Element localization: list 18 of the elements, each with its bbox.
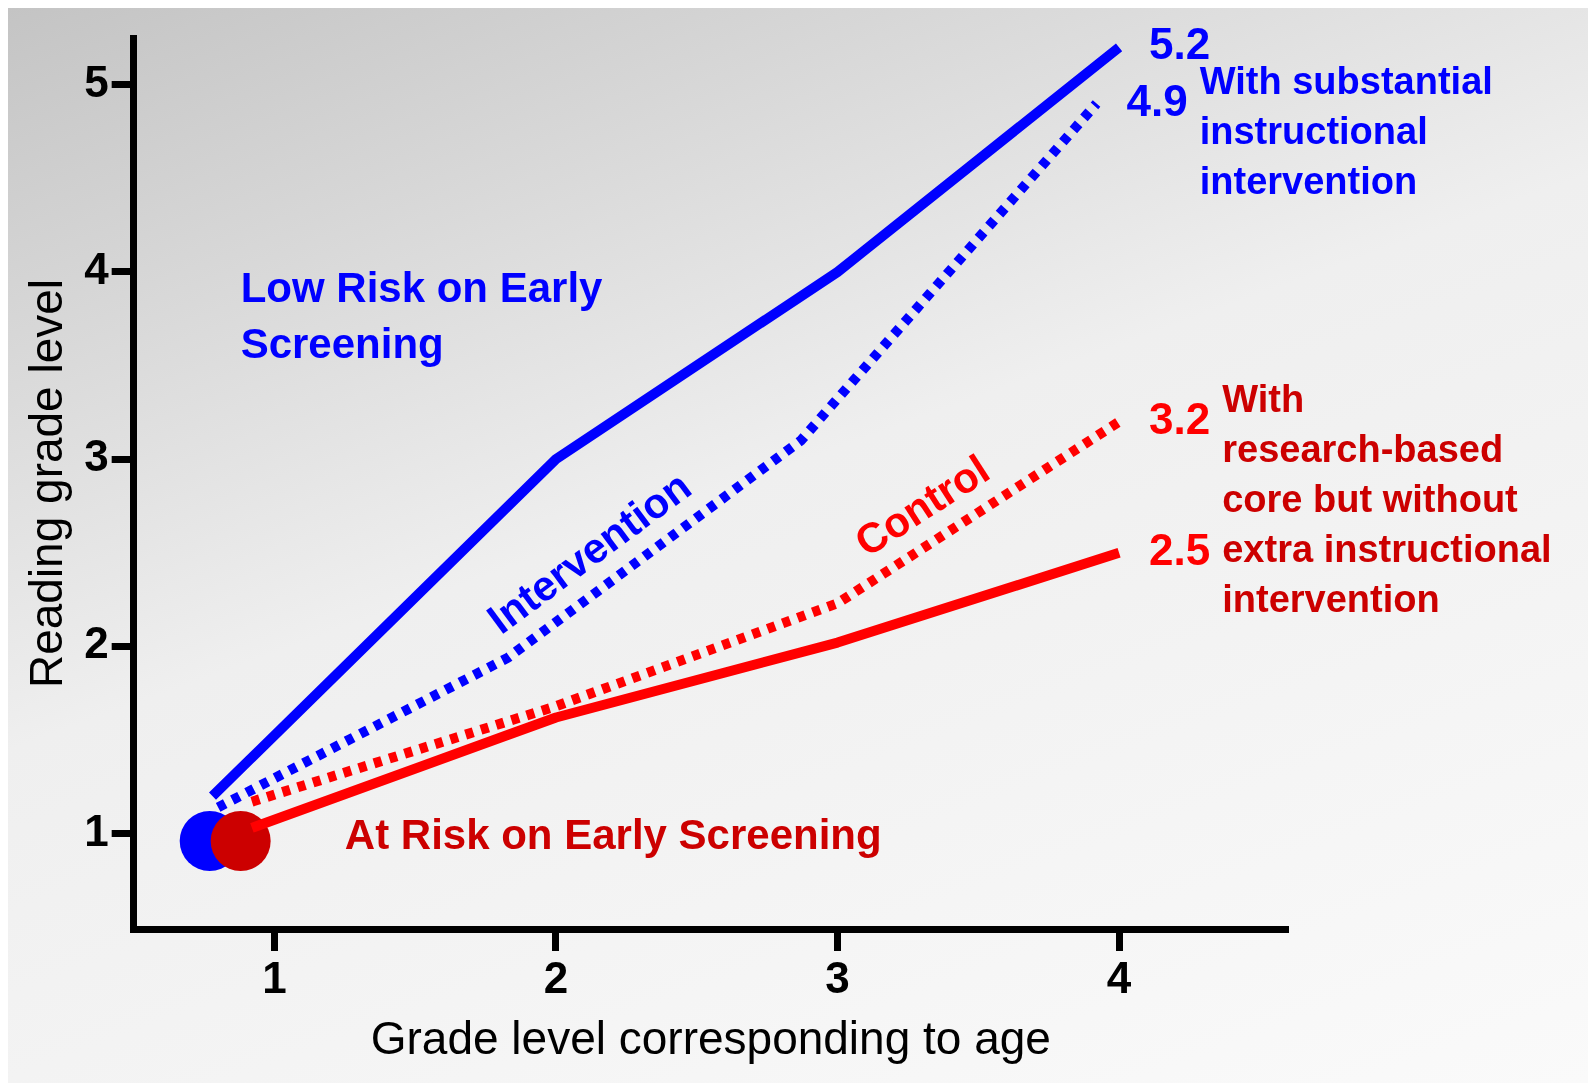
y-tick-label: 2 <box>84 618 109 668</box>
data-label: 4.9 <box>1126 75 1188 125</box>
x-axis-title: Grade level corresponding to age <box>370 1012 1051 1065</box>
x-tick-label: 1 <box>262 952 287 1002</box>
y-tick-label: 1 <box>84 805 109 855</box>
x-tick-label: 3 <box>825 952 850 1002</box>
x-tick-label: 4 <box>1106 952 1132 1002</box>
data-label: 2.5 <box>1149 524 1211 574</box>
annotation: Low Risk on Early Screening <box>240 264 604 368</box>
annotation: At Risk on Early Screening <box>344 810 882 858</box>
annotation: With research-based core but without extra instructional intervention <box>1222 378 1552 621</box>
annotation: With substantial instructional intervention <box>1199 60 1493 202</box>
y-tick-label: 4 <box>84 244 110 294</box>
y-tick-label: 5 <box>84 56 109 106</box>
x-tick-label: 2 <box>543 952 569 1002</box>
y-tick-label: 3 <box>84 431 109 481</box>
y-axis-title: Reading grade level <box>20 278 73 689</box>
data-label: 3.2 <box>1149 393 1211 443</box>
